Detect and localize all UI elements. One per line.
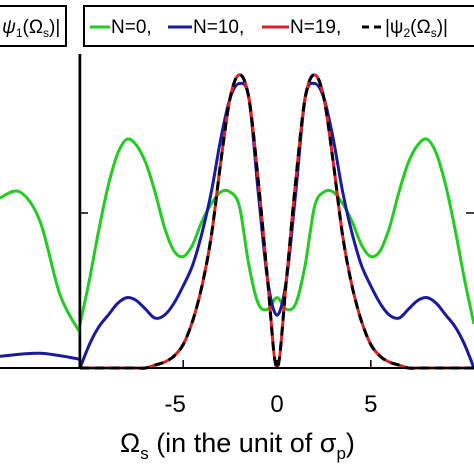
left-legend: ψ1(Ωs)|: [0, 5, 67, 47]
x-ticks: -5 0 5: [165, 360, 377, 418]
x-axis-label: Ωs (in the unit of σp): [120, 428, 355, 463]
legend-label-n10: N=10,: [193, 17, 244, 38]
left-series-line-1: [0, 351, 81, 361]
x-tick-label-1: 0: [270, 391, 283, 418]
left-legend-label: ψ1(Ωs)|: [2, 17, 60, 40]
legend-label-n19: N=19,: [290, 17, 341, 38]
main-panel: -5 0 5 Ωs (in the unit of σp) N=0, N=10, N…: [78, 5, 474, 463]
x-tick-label-0: -5: [165, 391, 186, 418]
left-panel-curves: [0, 189, 82, 361]
x-tick-label-2: 5: [364, 391, 377, 418]
series-line-1: [78, 81, 474, 369]
left-legend-box: [0, 5, 67, 47]
plot-area: [80, 54, 474, 368]
series-line-0: [78, 137, 474, 325]
left-panel: ψ1(Ωs)|: [0, 5, 82, 369]
left-series-line-0: [0, 189, 82, 334]
legend-label-psi2: |ψ2(Ωs)|: [385, 17, 448, 40]
legend-label-n0: N=0,: [111, 17, 152, 38]
legend: N=0, N=10, N=19, |ψ2(Ωs)|: [83, 5, 474, 47]
